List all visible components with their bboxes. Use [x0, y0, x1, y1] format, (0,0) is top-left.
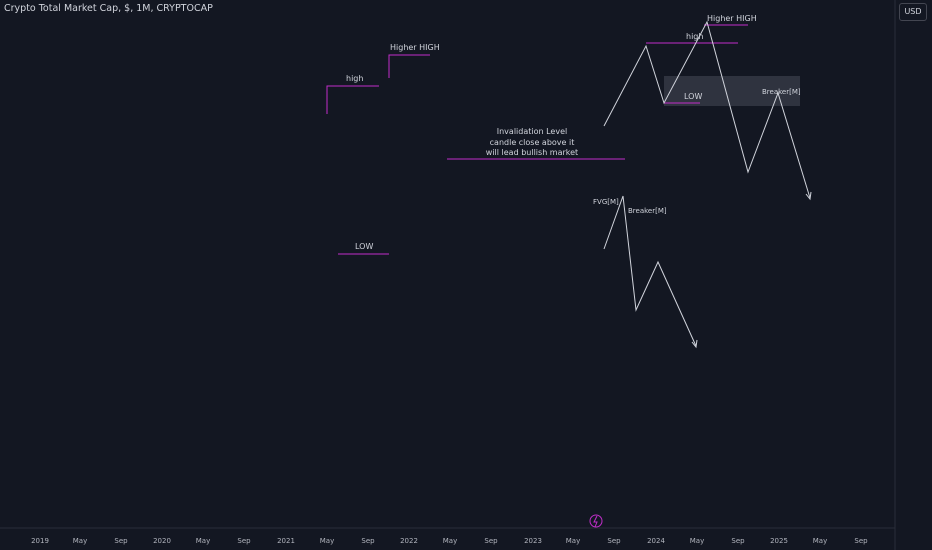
x-tick-label: Sep [607, 537, 621, 545]
projection-path-upper [603, 20, 811, 199]
annotation-invalidation-line1: Invalidation Level [497, 127, 567, 136]
annotation-low: LOW [355, 242, 373, 251]
flash-icon [589, 514, 603, 528]
high-marker-line [326, 85, 379, 114]
annotation-invalidation-line3: will lead bullish market [486, 148, 578, 157]
x-tick-label: 2022 [400, 537, 418, 545]
arrow-head [691, 339, 698, 349]
x-tick-label: Sep [237, 537, 251, 545]
x-tick-label: 2021 [277, 537, 295, 545]
chart-title: Crypto Total Market Cap, $, 1M, CRYPTOCA… [4, 3, 213, 14]
x-tick-label: May [566, 537, 580, 545]
projection-path-lower [603, 195, 697, 347]
annotation-future-high: high [686, 32, 703, 41]
arrow-head [805, 191, 812, 201]
x-tick-label: May [813, 537, 827, 545]
breaker-zone [664, 76, 800, 106]
x-tick-label: Sep [731, 537, 745, 545]
flash-icon-glyph [593, 515, 598, 528]
x-tick-label: 2023 [524, 537, 542, 545]
higher-high-marker-line [388, 54, 430, 78]
x-tick-label: May [443, 537, 457, 545]
currency-button[interactable]: USD [899, 3, 927, 21]
annotation-breaker: Breaker[M] [628, 207, 667, 215]
x-tick-label: May [690, 537, 704, 545]
annotation-future-low: LOW [684, 92, 702, 101]
x-tick-label: 2020 [153, 537, 171, 545]
x-tick-label: Sep [484, 537, 498, 545]
x-tick-label: May [196, 537, 210, 545]
x-tick-label: Sep [854, 537, 868, 545]
x-tick-label: May [320, 537, 334, 545]
x-tick-label: May [73, 537, 87, 545]
annotation-fvg: FVG[M] [593, 198, 619, 206]
annotation-high: high [346, 74, 363, 83]
x-tick-label: 2024 [647, 537, 665, 545]
annotation-invalidation-line2: candle close above it [490, 138, 575, 147]
x-tick-label: Sep [114, 537, 128, 545]
annotation-higher-high: Higher HIGH [390, 43, 440, 52]
x-tick-label: 2025 [770, 537, 788, 545]
annotation-future-higher-high: Higher HIGH [707, 14, 757, 23]
x-tick-label: 2019 [31, 537, 49, 545]
x-tick-label: Sep [361, 537, 375, 545]
annotation-future-breaker: Breaker[M] [762, 88, 801, 96]
